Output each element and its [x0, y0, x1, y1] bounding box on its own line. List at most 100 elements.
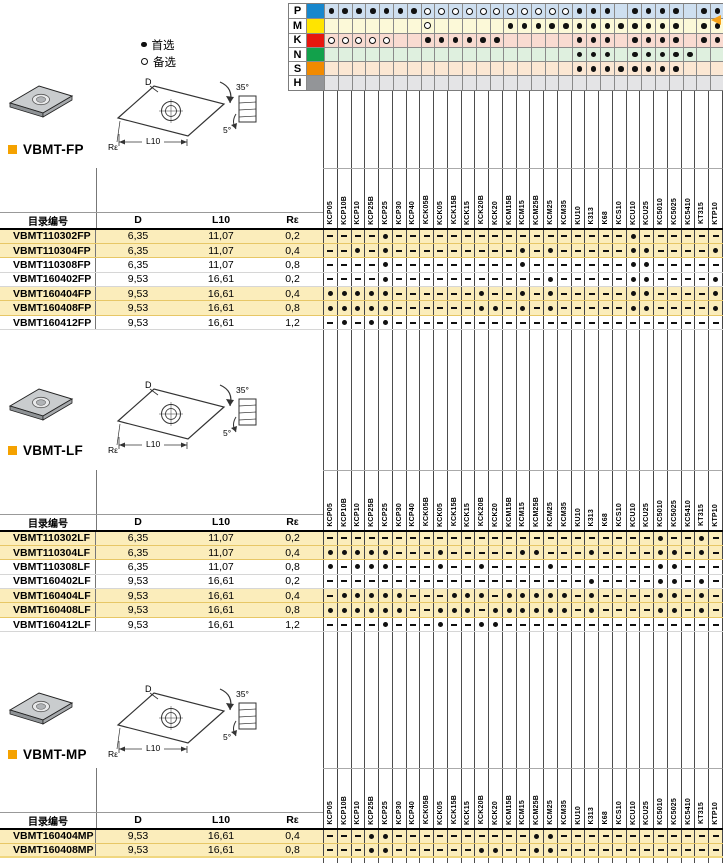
grade-cell — [323, 829, 337, 843]
grade-header-label: KCP30 — [395, 502, 403, 527]
filled-dot-icon — [479, 593, 485, 599]
grade-header-label: KCM25 — [547, 501, 554, 527]
dash-icon — [630, 551, 637, 554]
filled-dot-icon — [645, 51, 652, 58]
grade-cell — [639, 560, 653, 574]
dash-icon — [451, 235, 458, 238]
dash-icon — [437, 849, 444, 852]
matrix-cell — [365, 75, 380, 90]
filled-dot-icon — [369, 320, 375, 326]
filled-dot-icon — [645, 23, 652, 29]
dash-icon — [464, 321, 471, 324]
grade-cell — [556, 545, 571, 560]
angle-label: 35° — [236, 689, 249, 699]
filled-dot-icon — [589, 607, 595, 613]
grade-cell — [474, 229, 488, 243]
grade-cell — [501, 315, 516, 330]
dash-icon — [657, 263, 664, 266]
dash-icon — [671, 292, 678, 295]
dash-icon — [327, 249, 334, 252]
l10-cell: 16,61 — [207, 302, 235, 315]
filled-dot-icon — [671, 578, 677, 584]
grade-header-cell: KCP25 — [378, 169, 392, 228]
dash-icon — [602, 623, 609, 626]
grade-cell — [433, 603, 447, 617]
d-cell: 6,35 — [127, 532, 149, 545]
matrix-cell — [324, 18, 338, 33]
grade-cell — [501, 560, 516, 574]
matrix-cell — [461, 32, 476, 47]
grade-cell — [501, 272, 516, 287]
matrix-cell — [530, 75, 545, 90]
dash-icon — [464, 292, 471, 295]
catalog-header: 目录编号 — [28, 518, 68, 530]
grade-cell — [378, 315, 392, 330]
grade-cell — [364, 617, 378, 632]
grade-header-label: K313 — [588, 508, 596, 527]
grade-cells — [323, 545, 723, 560]
matrix-cell — [696, 4, 711, 19]
dash-icon — [588, 537, 595, 540]
dash-icon — [575, 609, 582, 612]
grade-cell — [611, 315, 626, 330]
grade-cell — [336, 229, 351, 243]
l10-cell: 11,07 — [208, 258, 234, 271]
grade-cell — [419, 287, 433, 301]
d-cell: 9,53 — [127, 302, 149, 315]
matrix-cell — [530, 32, 545, 47]
dash-icon — [685, 278, 692, 281]
grade-cell — [666, 229, 681, 243]
dash-icon — [423, 307, 430, 310]
grade-cell — [570, 258, 585, 272]
grade-cell — [364, 545, 378, 560]
grade-cell — [611, 272, 626, 287]
dash-icon — [478, 321, 485, 324]
grade-cell — [350, 603, 365, 617]
matrix-cell — [392, 32, 407, 47]
grade-cell — [391, 603, 406, 617]
dash-icon — [464, 278, 471, 281]
matrix-cell — [710, 75, 723, 90]
dash-icon — [616, 623, 623, 626]
grade-header-label: KCM15 — [519, 799, 527, 825]
grade-cell — [694, 545, 708, 560]
filled-dot-icon — [618, 23, 624, 29]
grade-cell — [391, 243, 406, 258]
dash-icon — [575, 835, 582, 838]
grade-cell — [336, 829, 351, 843]
grade-header-label: KT315 — [698, 504, 706, 527]
matrix-cell — [668, 32, 683, 47]
dim-arrowhead — [119, 746, 125, 752]
grade-cell — [405, 229, 420, 243]
grade-header-label: KCP10B — [340, 497, 348, 527]
dash-icon — [588, 307, 595, 310]
grade-cell — [488, 829, 502, 843]
grade-cell — [543, 560, 557, 574]
matrix-cell — [572, 4, 587, 19]
grade-cell — [584, 531, 598, 545]
dash-icon — [547, 537, 554, 540]
grade-cell — [336, 531, 351, 545]
grade-cell — [694, 560, 708, 574]
matrix-cell — [392, 61, 407, 76]
l10-cell: 16,61 — [207, 604, 235, 617]
grade-header-label: KC5010 — [657, 797, 665, 825]
dash-icon — [492, 263, 499, 266]
dash-icon — [519, 835, 526, 838]
matrix-cell — [710, 61, 723, 76]
dash-icon — [575, 263, 582, 266]
grade-cell — [501, 589, 516, 603]
dash-icon — [506, 292, 513, 295]
filled-dot-icon — [590, 8, 597, 14]
filled-dot-icon — [479, 291, 485, 297]
filled-dot-icon — [492, 622, 498, 628]
l10-header: L10 — [211, 214, 231, 227]
grade-cell — [625, 574, 640, 589]
grade-header-cell: KC5025 — [666, 769, 681, 828]
dash-icon — [712, 321, 719, 324]
grade-header-label: KCP25B — [368, 195, 376, 225]
dash-icon — [506, 551, 513, 554]
dash-icon — [409, 292, 416, 295]
grade-cell — [598, 545, 612, 560]
grade-cell — [405, 531, 420, 545]
